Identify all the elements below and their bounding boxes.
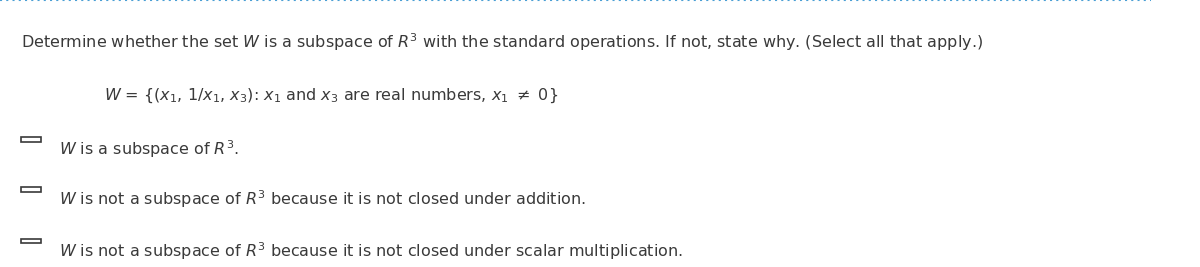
Text: $W$ is a subspace of $R^3$.: $W$ is a subspace of $R^3$. <box>59 139 239 160</box>
Text: Determine whether the set $W$ is a subspace of $R^3$ with the standard operation: Determine whether the set $W$ is a subsp… <box>20 32 983 53</box>
Text: $W$ is not a subspace of $R^3$ because it is not closed under scalar multiplicat: $W$ is not a subspace of $R^3$ because i… <box>59 240 683 262</box>
Bar <box>20 187 42 192</box>
Bar <box>20 239 42 244</box>
Bar <box>20 137 42 142</box>
Text: $W$ = {($x_1$, 1/$x_1$, $x_3$): $x_1$ and $x_3$ are real numbers, $x_1$ $\neq$ 0: $W$ = {($x_1$, 1/$x_1$, $x_3$): $x_1$ an… <box>103 87 558 105</box>
Text: $W$ is not a subspace of $R^3$ because it is not closed under addition.: $W$ is not a subspace of $R^3$ because i… <box>59 189 586 210</box>
